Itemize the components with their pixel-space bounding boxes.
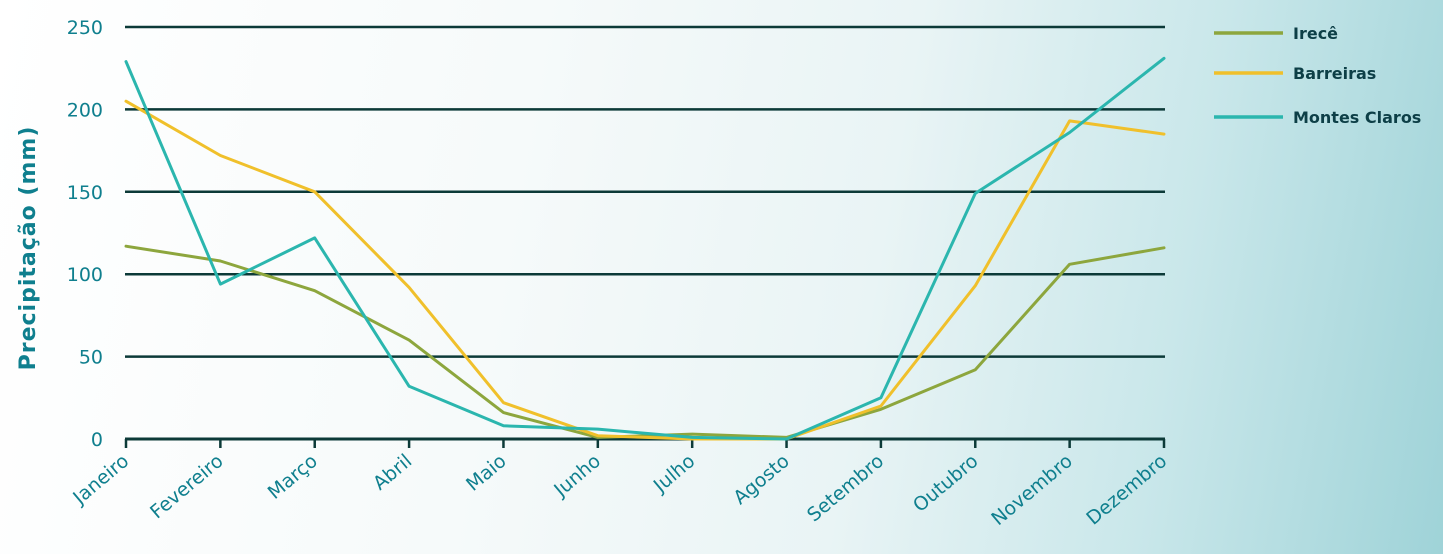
y-tick-label: 150 [67, 182, 103, 204]
y-tick-label: 0 [91, 429, 103, 451]
y-tick-label: 100 [67, 264, 103, 286]
x-tick-label: Dezembro [1082, 450, 1171, 530]
y-axis-label: Precipitação (mm) [16, 126, 41, 371]
x-tick-label: Novembro [987, 450, 1076, 530]
y-tick-label: 50 [79, 347, 103, 369]
legend-item: Irecê [1214, 24, 1338, 43]
x-tick-label: Outubro [909, 450, 983, 517]
gridlines [125, 25, 1165, 358]
x-tick-label: Janeiro [68, 450, 133, 509]
legend-label: Irecê [1293, 24, 1338, 43]
legend-item: Montes Claros [1214, 108, 1421, 127]
x-tick-label: Agosto [729, 450, 793, 509]
y-axis-ticks: 0 50 100 150 200 250 [67, 17, 103, 451]
series-line-2 [124, 56, 1166, 441]
y-tick-label: 250 [67, 17, 103, 39]
series-line-1 [124, 99, 1166, 441]
x-axis: Janeiro Fevereiro Março Abril Maio Junho Julho… [68, 437, 1171, 530]
x-tick-label: Março [264, 450, 322, 504]
x-tick-label: Setembro [803, 450, 888, 526]
x-tick-label: Junho [549, 450, 605, 502]
legend-label: Montes Claros [1293, 108, 1421, 127]
x-tick-label: Abril [369, 450, 416, 495]
y-tick-label: 200 [67, 99, 103, 121]
legend-item: Barreiras [1214, 64, 1376, 83]
x-tick-label: Fevereiro [146, 450, 227, 523]
legend: Irecê Barreiras Montes Claros [1214, 24, 1421, 127]
series-line-0 [124, 244, 1166, 439]
x-tick-label: Maio [462, 450, 511, 496]
x-tick-label: Julho [649, 450, 700, 497]
series-lines [124, 56, 1166, 441]
legend-label: Barreiras [1293, 64, 1376, 83]
